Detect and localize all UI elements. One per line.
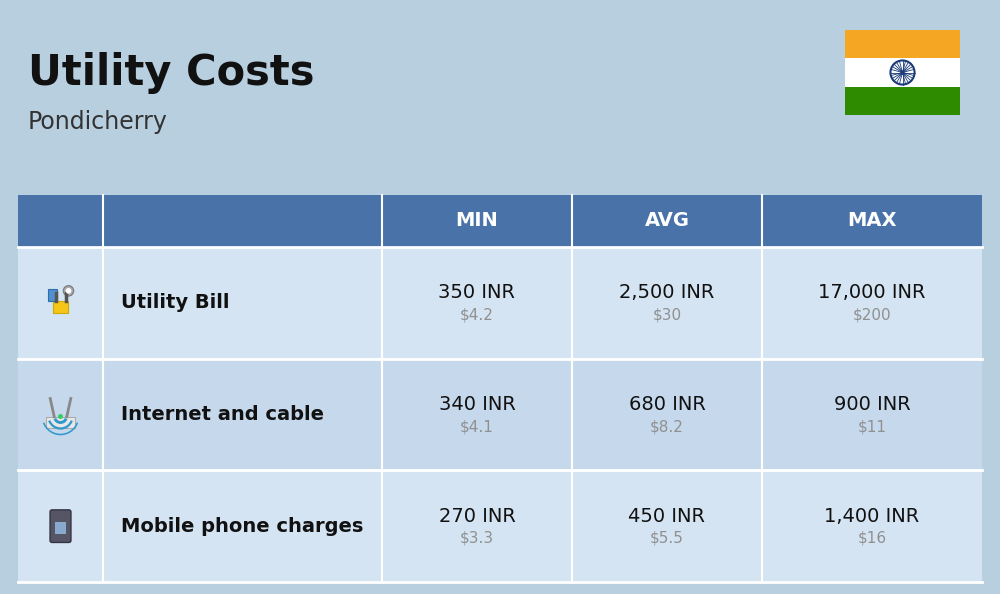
- Text: $16: $16: [857, 530, 887, 546]
- Circle shape: [58, 414, 63, 419]
- Text: 1,400 INR: 1,400 INR: [824, 507, 920, 526]
- Text: 900 INR: 900 INR: [834, 395, 910, 414]
- Bar: [18, 359, 982, 470]
- Circle shape: [901, 71, 904, 74]
- Text: 2,500 INR: 2,500 INR: [619, 283, 715, 302]
- Text: Utility Costs: Utility Costs: [28, 52, 314, 94]
- Circle shape: [66, 288, 71, 293]
- Bar: [18, 195, 982, 247]
- Text: 270 INR: 270 INR: [439, 507, 515, 526]
- Bar: [53, 301, 68, 312]
- Text: $5.5: $5.5: [650, 530, 684, 546]
- Text: Internet and cable: Internet and cable: [121, 405, 324, 424]
- Text: $4.2: $4.2: [460, 307, 494, 323]
- Text: Mobile phone charges: Mobile phone charges: [121, 517, 363, 536]
- Bar: [18, 470, 982, 582]
- Text: $3.3: $3.3: [460, 530, 494, 546]
- Text: Pondicherry: Pondicherry: [28, 110, 168, 134]
- Text: 17,000 INR: 17,000 INR: [818, 283, 926, 302]
- Text: 450 INR: 450 INR: [629, 507, 706, 526]
- Circle shape: [63, 286, 74, 296]
- Bar: [18, 247, 982, 359]
- Text: 680 INR: 680 INR: [629, 395, 705, 414]
- Bar: [845, 87, 960, 115]
- Text: $30: $30: [652, 307, 682, 323]
- Text: Utility Bill: Utility Bill: [121, 293, 230, 312]
- Text: $200: $200: [853, 307, 891, 323]
- Bar: [845, 30, 960, 58]
- Text: AVG: AVG: [644, 211, 690, 230]
- Bar: [55, 522, 66, 535]
- Text: 340 INR: 340 INR: [439, 395, 515, 414]
- Text: $11: $11: [858, 419, 887, 434]
- Text: $8.2: $8.2: [650, 419, 684, 434]
- Text: MIN: MIN: [456, 211, 498, 230]
- Bar: [46, 416, 75, 428]
- FancyBboxPatch shape: [50, 510, 71, 542]
- Bar: [845, 58, 960, 87]
- Text: $4.1: $4.1: [460, 419, 494, 434]
- Text: MAX: MAX: [847, 211, 897, 230]
- Text: 350 INR: 350 INR: [438, 283, 516, 302]
- Bar: [48, 289, 57, 301]
